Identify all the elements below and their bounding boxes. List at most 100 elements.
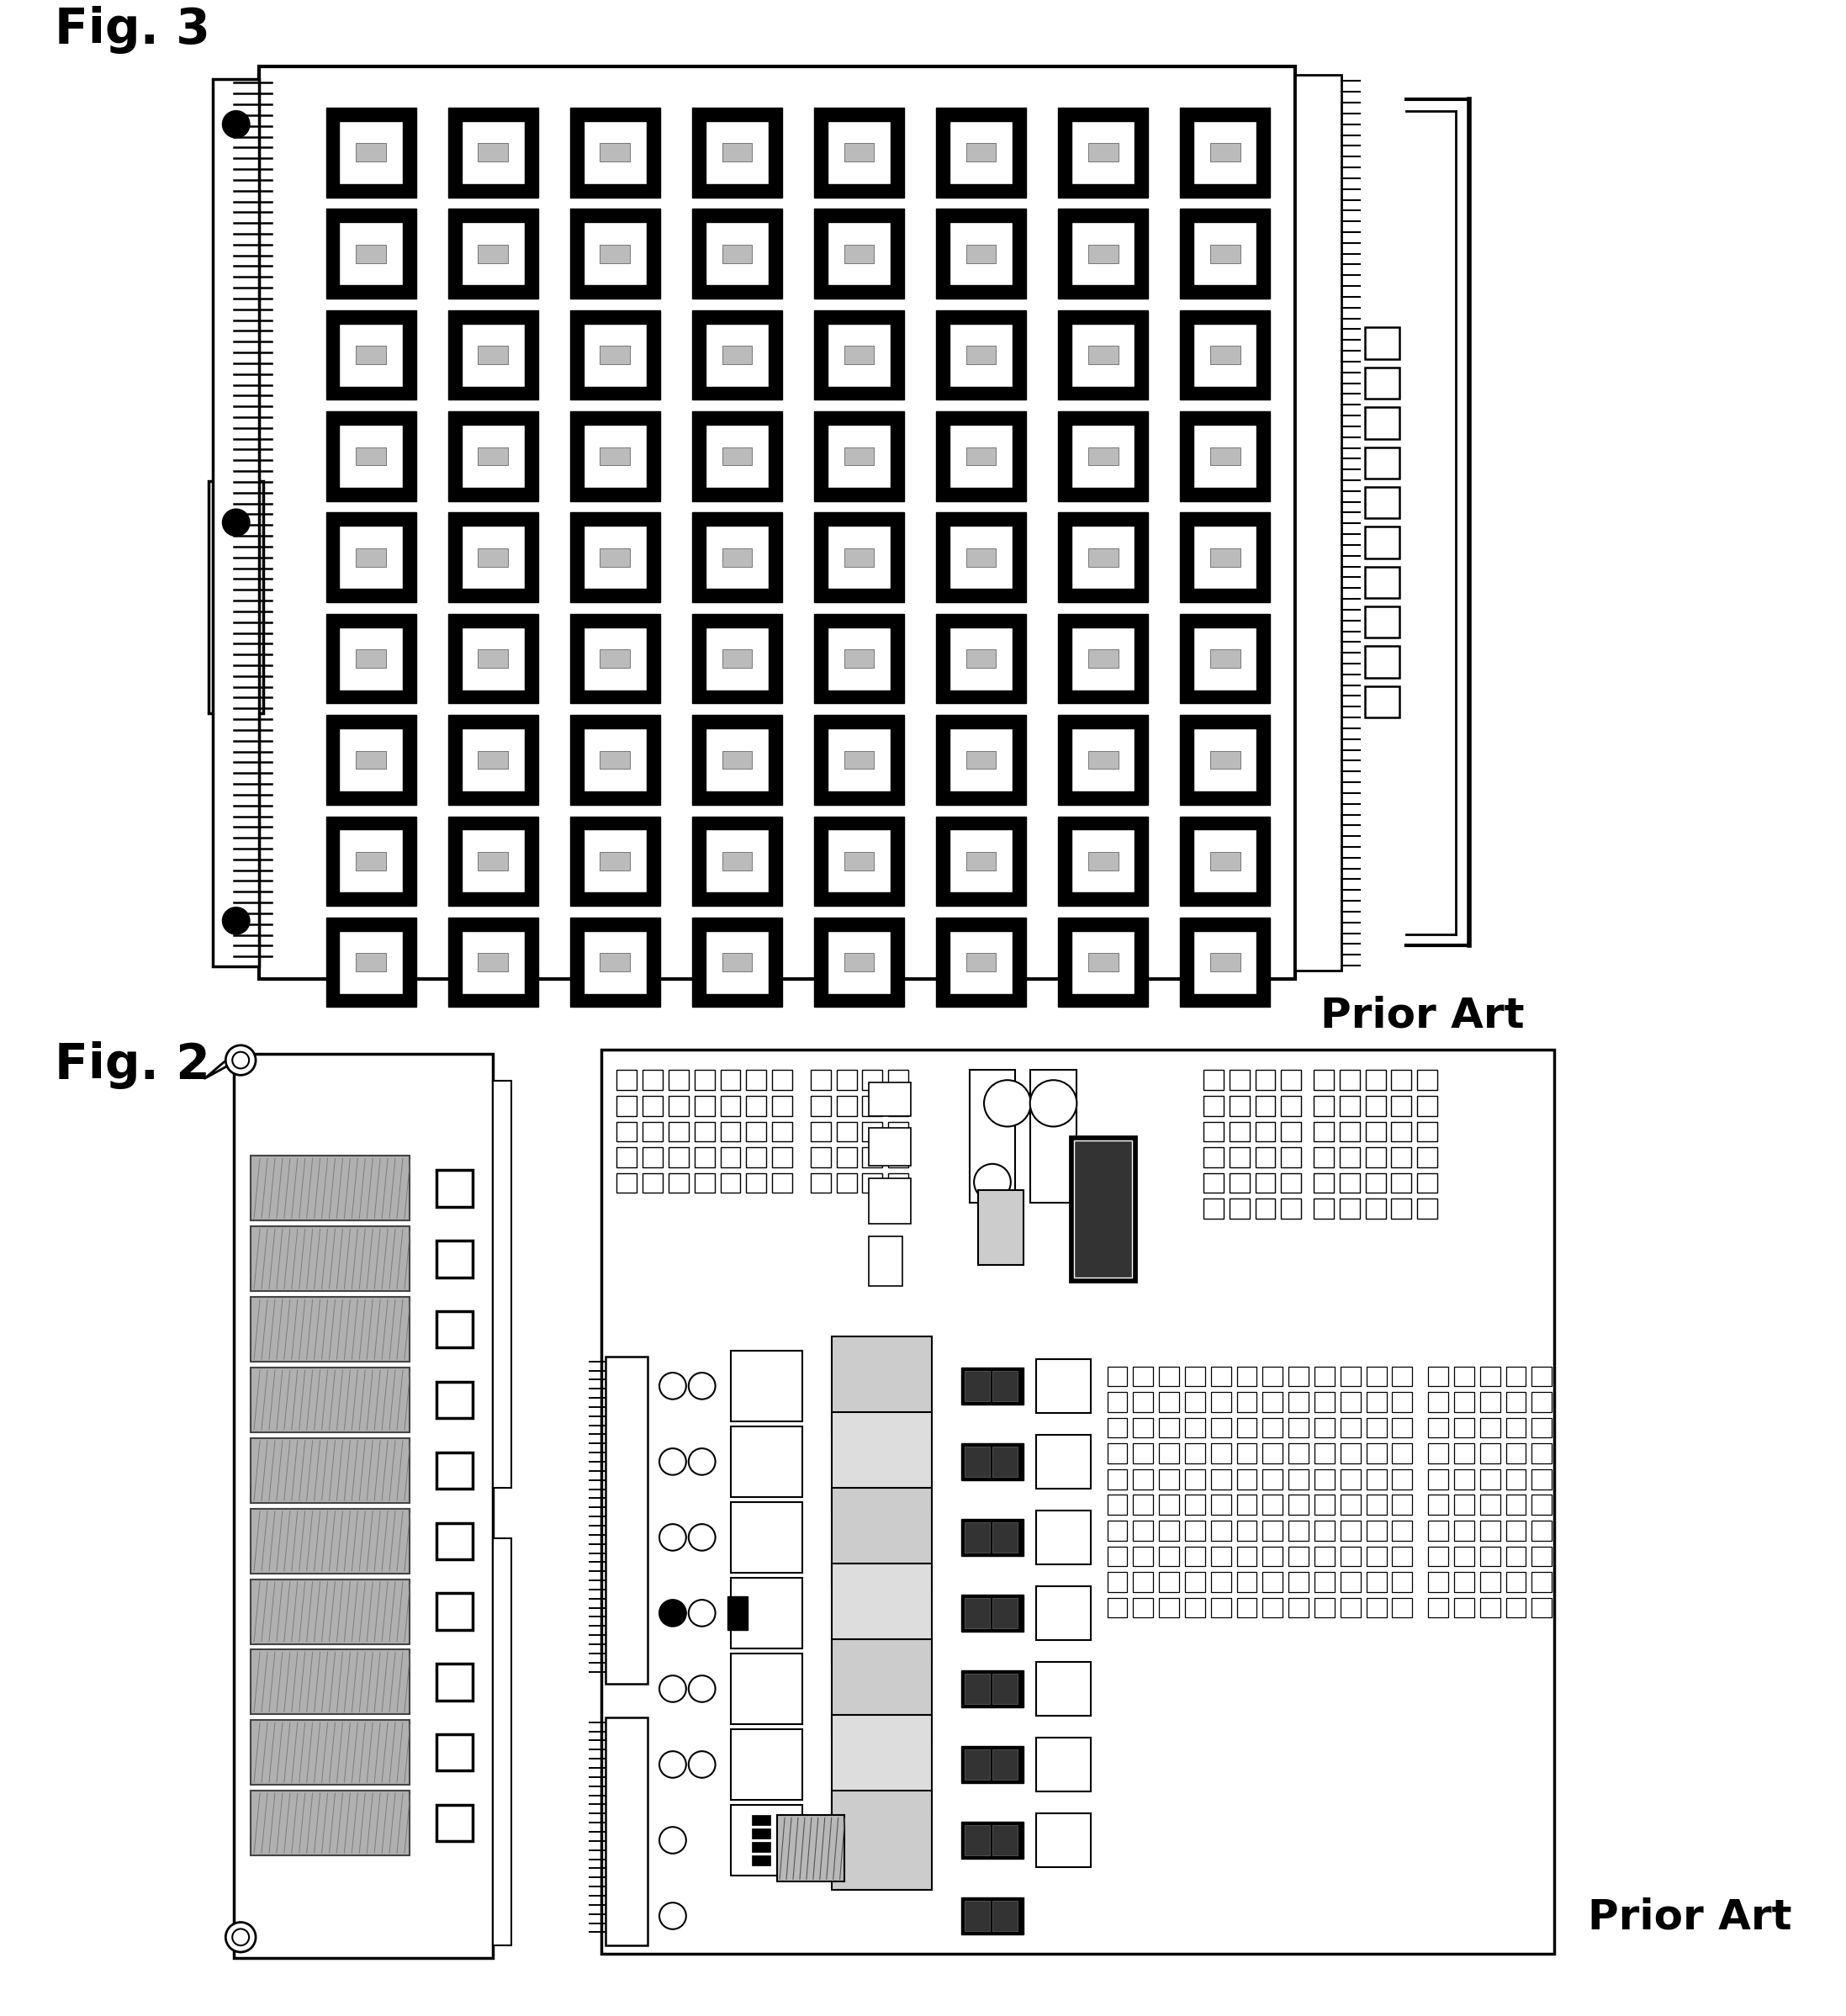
Bar	[949, 425, 1013, 488]
Bar	[1340, 1200, 1361, 1218]
Bar	[478, 244, 508, 262]
Bar	[1429, 1546, 1449, 1566]
Bar	[1340, 1599, 1361, 1617]
Bar	[1506, 1520, 1527, 1540]
Bar	[831, 1716, 932, 1814]
Bar	[583, 526, 646, 589]
Bar	[836, 1121, 857, 1141]
Bar	[1364, 488, 1399, 518]
Bar	[720, 1097, 740, 1115]
Bar	[1392, 1393, 1412, 1411]
Bar	[705, 323, 768, 387]
Bar	[1071, 627, 1135, 689]
Bar	[570, 310, 661, 399]
Bar	[1180, 716, 1270, 804]
Bar	[965, 448, 997, 466]
Bar	[1263, 1496, 1283, 1514]
Bar	[772, 1173, 792, 1193]
Bar	[777, 1814, 844, 1881]
Bar	[600, 548, 629, 566]
Bar	[1366, 1173, 1386, 1193]
Bar	[1036, 1587, 1091, 1641]
Bar	[642, 1173, 663, 1193]
Bar	[936, 411, 1026, 500]
Bar	[1133, 1496, 1154, 1514]
Bar	[1455, 1393, 1475, 1411]
Bar	[617, 1070, 637, 1091]
Bar	[449, 210, 539, 298]
Bar	[814, 210, 905, 298]
Bar	[1180, 613, 1270, 704]
Bar	[1392, 1572, 1412, 1593]
Bar	[327, 917, 415, 1008]
Bar	[965, 143, 997, 161]
Bar	[731, 1579, 803, 1649]
Bar	[888, 1147, 908, 1167]
Bar	[1455, 1546, 1475, 1566]
Bar	[1180, 512, 1270, 603]
Bar	[583, 829, 646, 893]
Bar	[993, 1901, 1017, 1931]
Bar	[1263, 1572, 1283, 1593]
Bar	[668, 1147, 689, 1167]
Bar	[936, 613, 1026, 704]
Bar	[844, 548, 875, 566]
Bar	[340, 425, 402, 488]
Bar	[436, 1593, 473, 1629]
Bar	[1364, 327, 1399, 359]
Bar	[751, 1855, 770, 1865]
Bar	[340, 627, 402, 689]
Bar	[1087, 853, 1119, 871]
Bar	[340, 931, 402, 994]
Bar	[1087, 954, 1119, 972]
Bar	[436, 1804, 473, 1841]
Bar	[251, 1437, 410, 1502]
Bar	[478, 143, 508, 161]
Bar	[1071, 728, 1135, 792]
Bar	[583, 323, 646, 387]
Bar	[1211, 548, 1241, 566]
Bar	[327, 210, 415, 298]
Bar	[617, 1097, 637, 1115]
Bar	[356, 244, 386, 262]
Bar	[1532, 1496, 1552, 1514]
Bar	[1036, 1359, 1091, 1413]
Bar	[1340, 1147, 1361, 1167]
Bar	[1392, 1496, 1412, 1514]
Bar	[1180, 917, 1270, 1008]
Bar	[1185, 1367, 1205, 1387]
Bar	[600, 347, 629, 365]
Bar	[251, 1226, 410, 1292]
Bar	[1289, 1599, 1309, 1617]
Bar	[668, 1173, 689, 1193]
Bar	[1480, 1367, 1501, 1387]
Bar	[731, 1427, 803, 1498]
Bar	[722, 448, 751, 466]
Bar	[1108, 1470, 1128, 1490]
Bar	[962, 1822, 1025, 1859]
Bar	[1314, 1572, 1335, 1593]
Bar	[1532, 1599, 1552, 1617]
Bar	[827, 829, 892, 893]
Bar	[1506, 1393, 1527, 1411]
Bar	[993, 1522, 1017, 1552]
Bar	[844, 853, 875, 871]
Bar	[1185, 1496, 1205, 1514]
Bar	[692, 512, 783, 603]
Bar	[600, 853, 629, 871]
Bar	[570, 917, 661, 1008]
Bar	[1506, 1546, 1527, 1566]
Bar	[1211, 1572, 1231, 1593]
Bar	[1532, 1417, 1552, 1437]
Bar	[1532, 1470, 1552, 1490]
Bar	[1392, 1443, 1412, 1464]
Bar	[570, 613, 661, 704]
Bar	[1204, 1121, 1224, 1141]
Bar	[583, 627, 646, 689]
Bar	[964, 1673, 989, 1704]
Circle shape	[984, 1081, 1030, 1127]
Bar	[964, 1599, 989, 1629]
Bar	[694, 1097, 714, 1115]
Bar	[965, 750, 997, 768]
Bar	[1480, 1572, 1501, 1593]
